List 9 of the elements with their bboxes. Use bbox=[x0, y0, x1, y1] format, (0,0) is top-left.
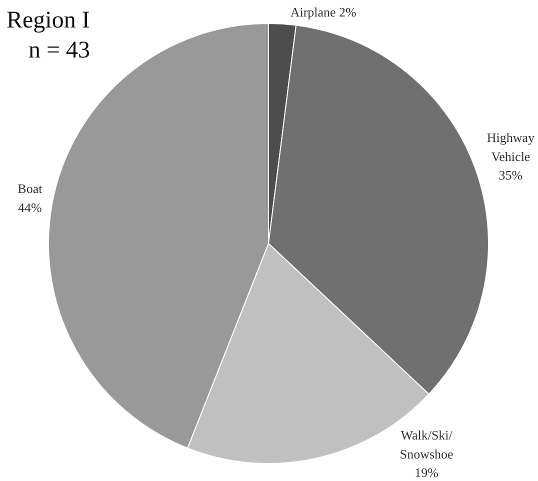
slice-label: Airplane 2% bbox=[290, 4, 357, 20]
slice-label: Walk/Ski/Snowshoe bbox=[400, 428, 454, 462]
slice-label: Highway Vehicle bbox=[486, 130, 536, 164]
data-label: 44% bbox=[18, 200, 42, 215]
chart-title: Region I bbox=[6, 8, 90, 34]
text: n = 43 bbox=[28, 38, 90, 64]
data-label: 35% bbox=[498, 168, 523, 183]
data-label: 19% bbox=[414, 465, 439, 480]
slice-label: Boat bbox=[18, 181, 43, 196]
